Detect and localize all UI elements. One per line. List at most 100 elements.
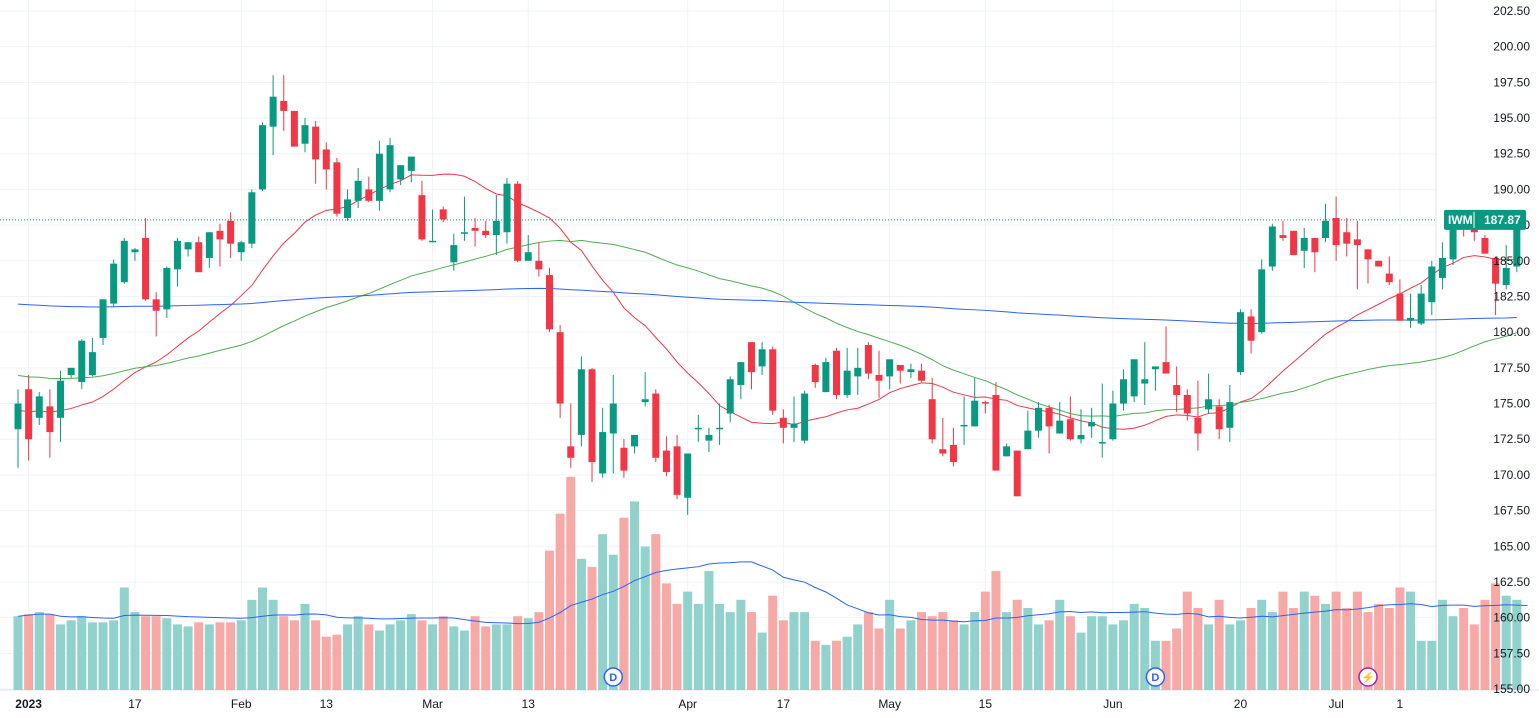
candle-body	[1151, 366, 1159, 370]
candle-body	[599, 432, 607, 474]
volume-bar	[598, 534, 608, 690]
volume-bar	[1448, 616, 1458, 690]
event-label: D	[1151, 672, 1159, 684]
volume-bar	[1204, 624, 1214, 690]
y-tick-label: 182.50	[1493, 289, 1530, 303]
candle-body	[1056, 420, 1064, 434]
candle	[184, 242, 192, 257]
x-tick-label: 17	[777, 697, 791, 711]
candle-body	[131, 249, 139, 253]
candle	[301, 118, 309, 153]
volume-bar	[141, 616, 151, 690]
volume-bar	[970, 612, 980, 690]
candle	[312, 120, 320, 184]
candle	[1045, 404, 1053, 454]
volume-bar	[87, 622, 97, 690]
candle-body	[173, 240, 181, 270]
candle	[886, 359, 894, 390]
candle-body	[88, 352, 96, 375]
volume-bar	[1033, 624, 1043, 690]
candle-body	[535, 260, 543, 270]
candle-body	[1290, 230, 1298, 256]
flash-event-icon[interactable]: ⚡	[1358, 667, 1378, 687]
candle	[503, 178, 511, 244]
volume-bar	[1257, 599, 1267, 690]
volume-bar	[810, 640, 820, 690]
candle-body	[1141, 379, 1149, 384]
volume-bar	[523, 618, 533, 690]
x-tick-label: May	[878, 697, 901, 711]
candle-body	[949, 444, 957, 463]
candle-body	[14, 403, 22, 430]
volume-bar	[300, 603, 310, 690]
volume-bar	[1235, 620, 1245, 690]
x-tick-label: 15	[979, 697, 993, 711]
candle-body	[716, 427, 724, 430]
candle	[1407, 293, 1415, 328]
candle	[854, 347, 862, 395]
dividend-event-icon[interactable]: D	[603, 667, 624, 687]
volume-bar	[289, 620, 299, 690]
y-tick-label: 192.50	[1493, 147, 1530, 161]
candle	[131, 247, 139, 261]
x-tick-label: 20	[1234, 697, 1248, 711]
volume-bar	[1044, 620, 1054, 690]
candle	[386, 138, 394, 193]
volume-bar	[66, 620, 76, 690]
volume-bar	[1182, 591, 1192, 690]
candle-body	[25, 389, 33, 440]
candle	[492, 195, 500, 256]
candle-body	[99, 299, 107, 338]
candle-body	[120, 240, 128, 283]
candle	[1130, 359, 1138, 403]
candle	[535, 242, 543, 277]
dividend-event-icon[interactable]: D	[1145, 667, 1166, 687]
candle-body	[1247, 316, 1255, 341]
volume-bar	[1352, 591, 1362, 690]
candle-body	[1481, 237, 1489, 254]
volume-bar	[1320, 603, 1330, 690]
candle-body	[1343, 232, 1351, 244]
event-markers: D D ⚡	[603, 667, 1378, 687]
candle	[1375, 260, 1383, 267]
price-badge-background	[1444, 209, 1526, 230]
candle	[418, 180, 426, 241]
volume-bar	[24, 614, 34, 690]
candle	[577, 356, 585, 447]
candle-body	[620, 447, 628, 471]
candle	[843, 347, 851, 398]
volume-bar	[321, 636, 331, 690]
volume-bar	[45, 614, 55, 690]
volume-bar	[1065, 616, 1075, 690]
volume-bar	[545, 550, 554, 690]
volume-bar	[428, 624, 438, 690]
volume-bar	[1395, 587, 1405, 690]
grid	[0, 0, 1539, 691]
volume-bar	[98, 622, 108, 690]
candle	[67, 367, 75, 378]
candle	[918, 363, 926, 383]
volume-bar	[1225, 624, 1235, 690]
candle	[216, 223, 224, 267]
candle-body	[1364, 249, 1372, 260]
candle	[588, 367, 596, 483]
candle	[822, 357, 830, 393]
y-tick-label: 202.50	[1493, 4, 1530, 18]
candle-body	[631, 434, 639, 447]
volume-bar	[353, 616, 363, 690]
candle-body	[939, 449, 947, 454]
volume-bar	[1437, 599, 1447, 690]
candle	[1226, 384, 1234, 443]
candle	[195, 236, 203, 273]
candle-body	[333, 162, 341, 214]
volume-bar	[77, 616, 87, 690]
candle	[1502, 245, 1510, 290]
candle	[110, 259, 118, 307]
candle	[258, 122, 266, 191]
candle-body	[1236, 312, 1244, 373]
volume-bar	[1055, 599, 1065, 690]
volume-bar	[502, 624, 512, 690]
x-tick-label: Jun	[1103, 697, 1122, 711]
